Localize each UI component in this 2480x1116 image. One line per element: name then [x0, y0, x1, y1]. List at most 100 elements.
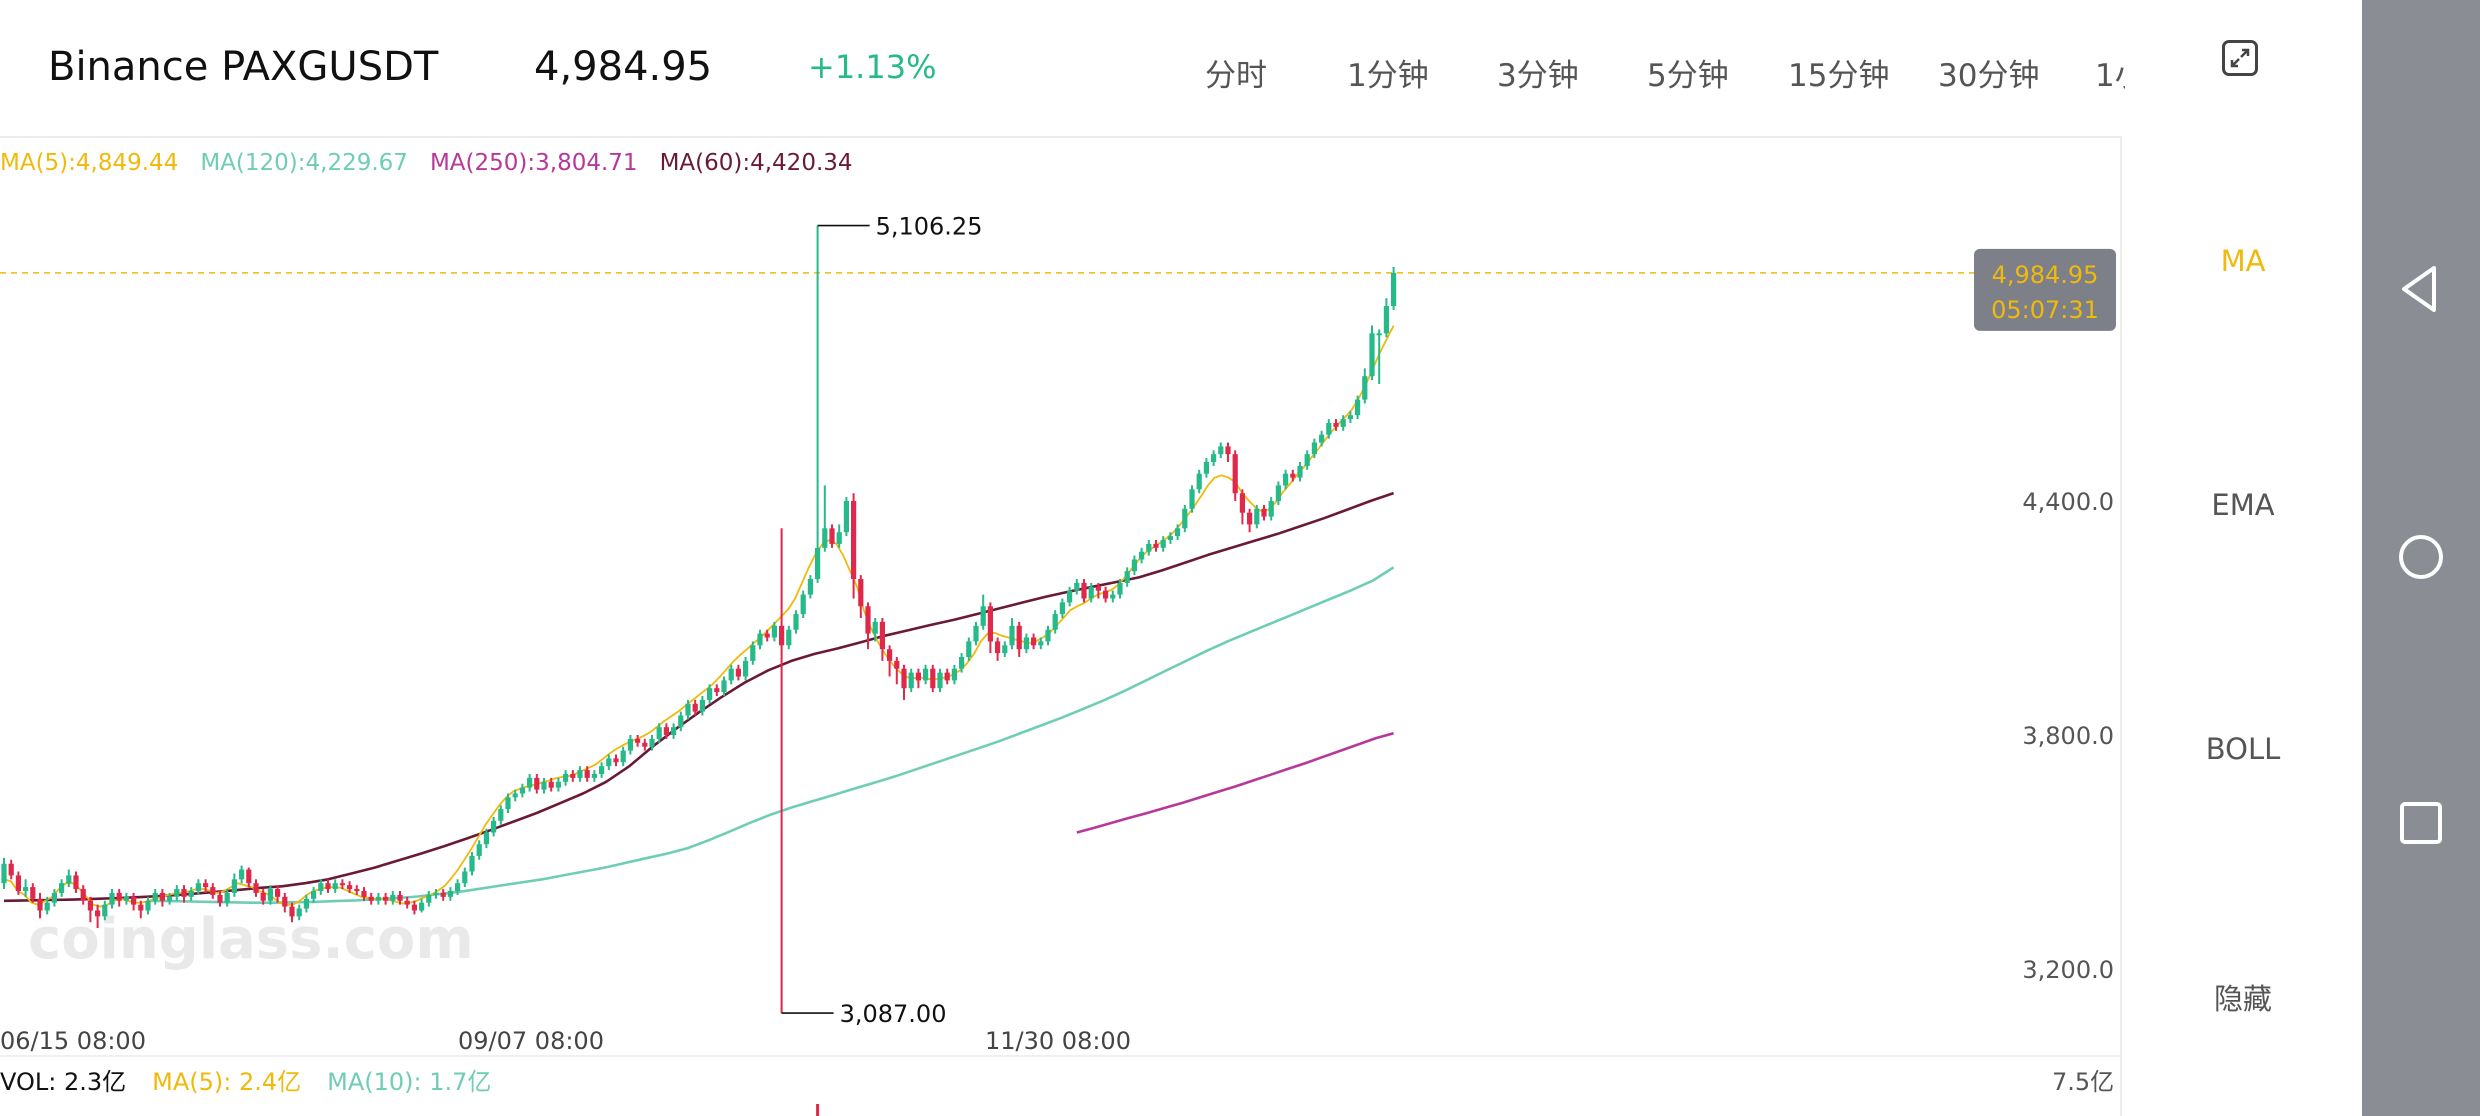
candle-body: [224, 892, 230, 903]
expand-icon[interactable]: [2222, 40, 2258, 76]
candle: [469, 852, 475, 876]
candle: [224, 889, 230, 907]
candle: [318, 879, 324, 895]
indicator-boll[interactable]: BOLL: [2205, 732, 2281, 766]
candle: [678, 711, 684, 732]
tab-interval-3m[interactable]: 3分钟: [1497, 58, 1579, 94]
candle-body: [671, 727, 677, 735]
candle-body: [1059, 602, 1065, 615]
price-change: +1.13%: [808, 48, 937, 86]
candle: [563, 770, 569, 786]
candle: [541, 777, 547, 794]
candle: [231, 873, 237, 897]
candle-body: [354, 889, 360, 892]
tab-interval-1h[interactable]: 1小时: [2095, 58, 2125, 94]
candle-body: [800, 594, 806, 615]
candle-body: [757, 633, 763, 646]
candle-body: [109, 892, 115, 905]
candle-body: [361, 891, 367, 897]
tab-interval-1m[interactable]: 1分钟: [1347, 58, 1429, 94]
candle: [656, 723, 662, 743]
recents-icon[interactable]: [2394, 796, 2448, 850]
tab-interval-timeshare[interactable]: 分时: [1205, 58, 1267, 94]
candle-body: [1131, 559, 1137, 572]
candle: [1333, 419, 1339, 431]
candle-body: [815, 547, 821, 579]
candle-body: [779, 625, 785, 646]
candlestick-chart[interactable]: coinglass.com 4,400.0 3,800.0 3,200.0 06/15…: [0, 136, 2120, 1116]
candle-body: [253, 883, 259, 893]
candle: [1340, 415, 1346, 431]
candle: [131, 892, 137, 911]
candle: [591, 770, 597, 782]
candle: [584, 766, 590, 782]
candle-body: [887, 649, 893, 661]
candle: [721, 676, 727, 696]
candle: [692, 699, 698, 716]
candle-body: [59, 883, 65, 893]
candle: [1131, 555, 1137, 576]
candle-body: [1074, 582, 1080, 591]
candle-body: [1124, 571, 1130, 583]
candle: [1182, 504, 1188, 533]
candle-body: [44, 902, 50, 911]
candle-body: [656, 727, 662, 739]
candle: [930, 664, 936, 693]
system-nav-bar: [2362, 0, 2480, 1116]
candle: [1059, 598, 1065, 618]
candle: [440, 889, 446, 901]
home-icon[interactable]: [2394, 530, 2448, 584]
candle: [1153, 540, 1159, 552]
candle-body: [1268, 501, 1274, 517]
candle: [649, 735, 655, 751]
indicator-ema[interactable]: EMA: [2211, 488, 2275, 522]
candle-body: [217, 894, 223, 903]
tab-interval-15m[interactable]: 15分钟: [1788, 58, 1890, 94]
tab-interval-30m[interactable]: 30分钟: [1938, 58, 2040, 94]
candle: [1023, 633, 1029, 654]
indicator-ma[interactable]: MA: [2220, 244, 2266, 278]
candle-body: [635, 738, 641, 743]
candle: [743, 657, 749, 681]
candle-body: [1167, 536, 1173, 540]
candle-body: [282, 896, 288, 907]
last-price: 4,984.95: [534, 44, 713, 90]
volume-value: VOL: 2.3亿: [0, 1068, 127, 1096]
candle-body: [555, 781, 561, 788]
ma-legend: MA(5):4,849.44 MA(120):4,229.67 MA(250):3,…: [0, 150, 875, 176]
ma60-value: MA(60):4,420.34: [659, 150, 853, 176]
ma5-value: MA(5):4,849.44: [0, 150, 179, 176]
candle: [836, 524, 842, 548]
candle: [642, 738, 648, 751]
candle-body: [908, 672, 914, 689]
candle: [951, 664, 957, 685]
candle: [959, 653, 965, 673]
candle: [253, 879, 259, 897]
indicator-hide[interactable]: 隐藏: [2213, 982, 2272, 1016]
candle-body: [1239, 493, 1245, 513]
candle-body: [872, 621, 878, 634]
candle: [404, 896, 410, 909]
candle-body: [1333, 423, 1339, 427]
candle-body: [1247, 512, 1253, 525]
candle: [937, 668, 943, 693]
candle-body: [1290, 473, 1296, 478]
candle-body: [1103, 590, 1109, 599]
candle-body: [325, 883, 331, 890]
candle: [1232, 450, 1238, 501]
back-icon[interactable]: [2394, 262, 2448, 316]
tab-interval-5m[interactable]: 5分钟: [1647, 58, 1729, 94]
candle-body: [289, 906, 295, 917]
candle: [145, 896, 151, 915]
candle: [1283, 469, 1289, 490]
candle: [123, 892, 129, 905]
candle-body: [987, 606, 993, 642]
candle: [188, 887, 194, 901]
candle-body: [959, 657, 965, 669]
candle-body: [102, 904, 108, 917]
candle: [339, 879, 345, 890]
candle-body: [73, 875, 79, 890]
candle-body: [707, 688, 713, 700]
candle-body: [231, 879, 237, 893]
candle: [1074, 579, 1080, 595]
